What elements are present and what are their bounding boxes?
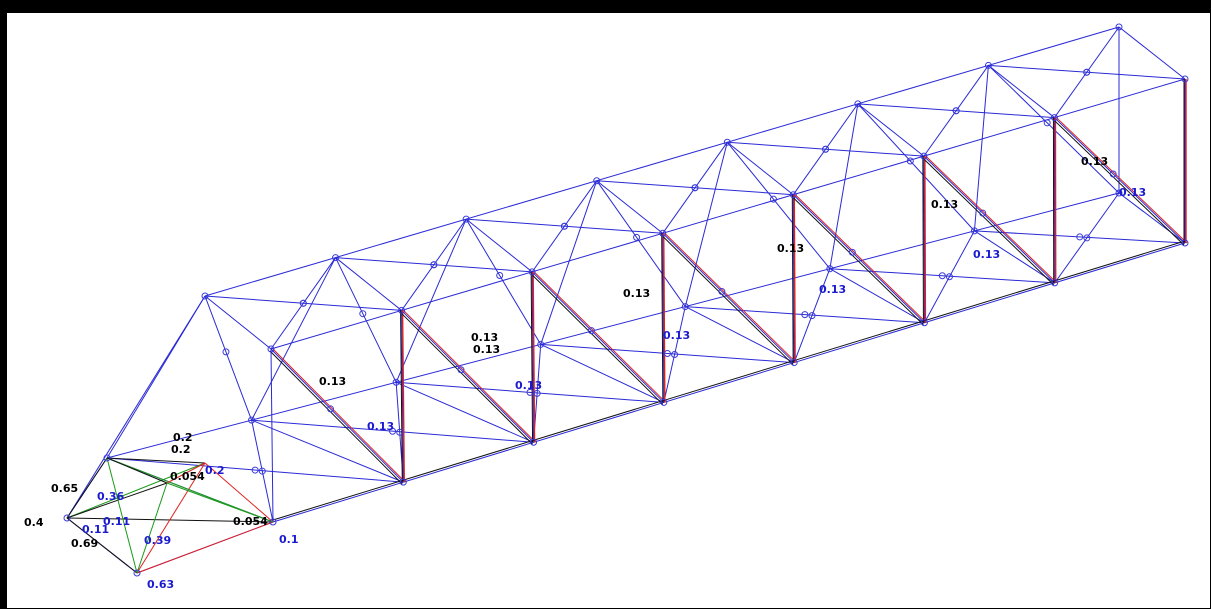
force-label: 0.13 — [777, 242, 804, 255]
top-strut — [336, 258, 402, 311]
force-label: 0.1 — [279, 533, 299, 546]
front-diagonal — [1054, 118, 1185, 243]
front-diagonal — [924, 156, 1055, 283]
force-line-red — [404, 310, 536, 442]
bottom-brace — [924, 231, 974, 323]
truss-members — [67, 27, 1185, 573]
force-labels: 0.13 0.13 0.13 0.13 0.13 0.13 0.13 0.2 0… — [24, 155, 1146, 591]
front-diagonal — [271, 349, 403, 482]
force-label: 0.13 — [663, 329, 690, 342]
top-brace — [532, 181, 597, 272]
force-line-black — [1055, 241, 1185, 281]
top-strut — [727, 142, 793, 194]
force-line-black — [662, 235, 793, 364]
front-diagonal — [402, 310, 534, 442]
back-diagonal — [858, 104, 975, 231]
force-label: 0.4 — [24, 516, 44, 529]
support-force-line — [137, 483, 167, 573]
force-label: 0.13 — [515, 379, 542, 392]
force-label: 0.63 — [147, 578, 174, 591]
force-label: 0.2 — [171, 443, 191, 456]
force-line-red — [273, 349, 405, 482]
force-label: 0.13 — [973, 248, 1000, 261]
force-line-black — [403, 440, 533, 480]
force-label: 0.36 — [97, 490, 124, 503]
force-line-red — [925, 156, 926, 323]
bottom-brace — [1055, 193, 1119, 283]
truss-canvas[interactable]: 0.13 0.13 0.13 0.13 0.13 0.13 0.13 0.2 0… — [6, 12, 1211, 609]
end-member — [67, 296, 205, 518]
force-line-black — [792, 197, 923, 325]
force-line-black — [273, 480, 403, 520]
force-label: 0.13 — [367, 420, 394, 433]
bottom-brace — [107, 458, 403, 482]
force-label: 0.39 — [144, 534, 171, 547]
bottom-brace — [541, 344, 794, 362]
top-brace — [271, 258, 336, 349]
force-label: 0.13 — [931, 198, 958, 211]
force-label: 0.13 — [819, 283, 846, 296]
top-strut — [858, 104, 924, 156]
chord-member — [273, 243, 1185, 522]
front-diagonal — [663, 233, 794, 362]
back-diagonal — [336, 258, 397, 383]
back-post — [974, 65, 988, 230]
force-label: 0.054 — [170, 470, 205, 483]
force-line-black — [270, 351, 402, 484]
back-post — [541, 181, 597, 345]
force-line-red — [794, 195, 795, 363]
force-diagram — [67, 79, 1187, 573]
bottom-strut — [541, 344, 664, 402]
top-brace — [663, 142, 728, 233]
force-line-black — [923, 158, 1054, 285]
bottom-brace — [974, 231, 1185, 243]
force-line-black — [923, 156, 924, 323]
truss-nodes — [64, 24, 1188, 576]
top-brace — [793, 104, 858, 195]
force-line-black — [401, 312, 533, 444]
bottom-brace — [685, 307, 924, 323]
top-strut — [466, 219, 532, 272]
top-brace — [402, 219, 467, 310]
force-label: 0.69 — [71, 537, 98, 550]
bottom-strut — [1119, 193, 1185, 243]
force-line-black — [794, 321, 924, 361]
back-post — [396, 219, 466, 382]
top-brace — [924, 65, 989, 156]
top-brace — [1054, 27, 1119, 118]
bottom-strut — [685, 307, 794, 363]
force-label: 0.13 — [473, 343, 500, 356]
top-strut — [988, 65, 1054, 117]
force-line-black — [534, 400, 664, 440]
front-diagonal — [793, 195, 924, 323]
force-label: 0.13 — [319, 375, 346, 388]
truss-model-drawing[interactable]: 0.13 0.13 0.13 0.13 0.13 0.13 0.13 0.2 0… — [7, 13, 1210, 608]
back-diagonal — [466, 219, 541, 344]
bottom-brace — [830, 269, 1055, 283]
force-line-red — [1056, 118, 1187, 243]
support-force-line — [137, 522, 273, 573]
force-line-red — [926, 156, 1057, 283]
force-label: 0.054 — [233, 515, 268, 528]
force-label: 0.65 — [51, 482, 78, 495]
back-post — [252, 258, 336, 421]
force-label: 0.11 — [82, 523, 109, 536]
force-label: 0.2 — [205, 464, 225, 477]
top-strut — [597, 181, 663, 234]
force-line-red — [795, 195, 926, 323]
force-label: 0.13 — [1119, 186, 1146, 199]
force-line-black — [664, 361, 794, 401]
force-label: 0.13 — [1081, 155, 1108, 168]
front-post — [271, 349, 273, 522]
force-label: 0.13 — [623, 287, 650, 300]
top-strut — [1119, 27, 1185, 79]
